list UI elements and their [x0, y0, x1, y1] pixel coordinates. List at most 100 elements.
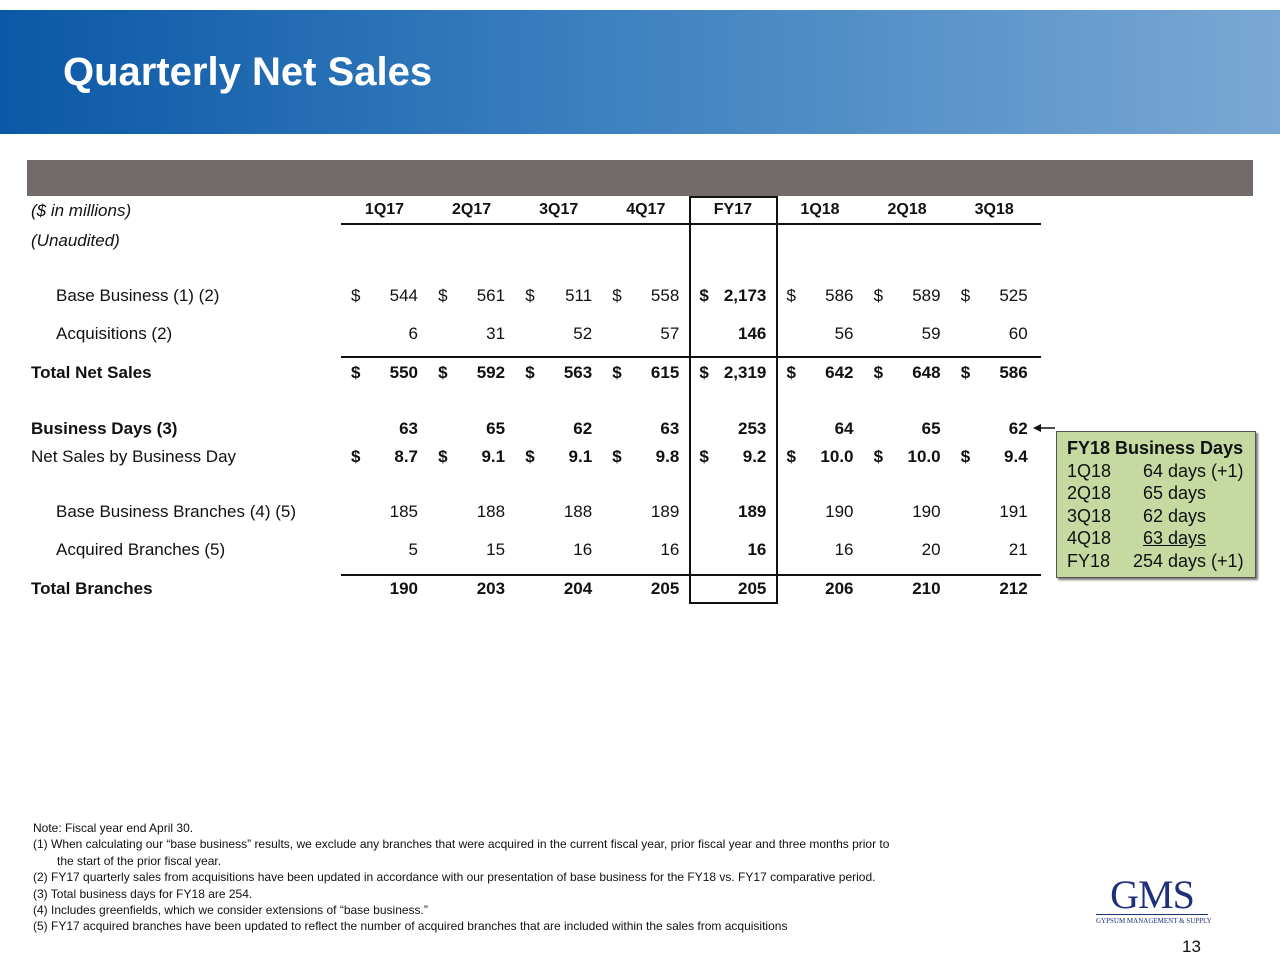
table-cell: 188 — [515, 502, 602, 524]
row-label: Total Net Sales — [31, 363, 152, 382]
days-count: 62 days — [1143, 505, 1207, 526]
cell-value: 9.4 — [1004, 447, 1028, 466]
cell-value: 203 — [476, 579, 506, 598]
column-header-4q17: 4Q17 — [626, 201, 666, 218]
row-label: Base Business (1) (2) — [56, 286, 220, 305]
cell-value: 544 — [389, 286, 418, 305]
days-row: 3Q18 62 days — [1067, 506, 1245, 529]
table-cell: $558 — [602, 286, 689, 308]
table-cell: 253 — [689, 419, 776, 441]
currency-symbol: $ — [960, 363, 971, 382]
table-cell: 191 — [951, 502, 1038, 524]
units-label: ($ in millions) — [31, 201, 132, 220]
table-cell: $525 — [951, 286, 1038, 308]
table-cell: $511 — [515, 286, 602, 308]
table-cell: $642 — [777, 363, 864, 385]
table-cell: 64 — [777, 419, 864, 441]
table-cell: 65 — [428, 419, 515, 441]
footnotes: Note: Fiscal year end April 30. (1) When… — [33, 820, 889, 935]
cell-value: 21 — [1008, 540, 1028, 559]
table-cell: 206 — [777, 579, 864, 601]
table-cell: $592 — [428, 363, 515, 385]
table-cell: 189 — [689, 502, 776, 524]
cell-value: 648 — [912, 363, 941, 382]
title-banner: Quarterly Net Sales — [0, 10, 1280, 134]
table-cell: 203 — [428, 579, 515, 601]
unaudited-row: (Unaudited) — [0, 229, 1280, 253]
logo-tagline: GYPSUM MANAGEMENT & SUPPLY — [1096, 917, 1212, 925]
currency-symbol: $ — [960, 447, 971, 466]
cell-value: 59 — [921, 324, 941, 343]
cell-value: 188 — [563, 502, 593, 521]
table-cell: $561 — [428, 286, 515, 308]
cell-value: 16 — [747, 540, 767, 559]
currency-symbol: $ — [699, 286, 709, 305]
column-header-2q18: 2Q18 — [887, 201, 927, 218]
table-cell: 31 — [428, 324, 515, 346]
cell-value: 558 — [650, 286, 680, 305]
column-header-fy17: FY17 — [713, 201, 753, 218]
cell-value: 63 — [660, 419, 680, 438]
table-cell: 62 — [515, 419, 602, 441]
cell-value: 9.8 — [655, 447, 680, 466]
cell-value: 62 — [1008, 419, 1028, 438]
cell-value: 57 — [660, 324, 680, 343]
days-row: 4Q18 63 days — [1067, 528, 1245, 551]
unaudited-label: (Unaudited) — [31, 231, 120, 250]
table-header-row: ($ in millions) 1Q17 2Q17 3Q17 4Q17 FY17 1Q18… — [0, 199, 1280, 223]
table-row: Acquired Branches (5) 5 15 16 16 16 16 20 21 — [0, 538, 1280, 562]
cell-value: 550 — [389, 363, 418, 382]
column-header-3q17: 3Q17 — [539, 201, 579, 218]
cell-value: 6 — [408, 324, 418, 343]
footnote: (2) FY17 quarterly sales from acquisitio… — [33, 870, 876, 885]
currency-symbol: $ — [438, 286, 448, 305]
cell-value: 189 — [738, 502, 767, 521]
cell-value: 586 — [825, 286, 854, 305]
table-cell: $10.0 — [864, 447, 951, 469]
table-cell: 5 — [341, 540, 428, 562]
days-row: FY18 254 days (+1) — [1067, 551, 1245, 574]
table-cell: $648 — [864, 363, 951, 385]
cell-value: 63 — [399, 419, 418, 438]
currency-symbol: $ — [612, 447, 622, 466]
total-net-sales-rule — [341, 356, 1041, 358]
table-cell: $10.0 — [777, 447, 864, 469]
cell-value: 9.1 — [568, 447, 593, 466]
currency-symbol: $ — [525, 363, 535, 382]
cell-value: 190 — [912, 502, 941, 521]
cell-value: 204 — [563, 579, 593, 598]
table-cell: 146 — [689, 324, 776, 346]
cell-value: 16 — [834, 540, 854, 559]
page-number: 13 — [1182, 937, 1201, 956]
row-label: Business Days (3) — [31, 419, 178, 438]
row-label: Acquisitions (2) — [56, 324, 173, 343]
table-cell: $544 — [341, 286, 428, 308]
footnote: (4) Includes greenfields, which we consi… — [33, 903, 428, 918]
cell-value: 210 — [912, 579, 941, 598]
table-row: Acquisitions (2) 6 31 52 57 146 56 59 60 — [0, 322, 1280, 346]
currency-symbol: $ — [786, 286, 796, 305]
currency-symbol: $ — [786, 447, 796, 466]
table-cell: 205 — [689, 579, 776, 601]
cell-value: 592 — [476, 363, 506, 382]
table-cell: $615 — [602, 363, 689, 385]
cell-value: 185 — [389, 502, 418, 521]
header-underline — [341, 223, 1041, 225]
days-count: 63 days — [1143, 528, 1207, 549]
table-cell: 59 — [864, 324, 951, 346]
cell-value: 2,173 — [723, 286, 767, 305]
cell-value: 212 — [999, 579, 1028, 598]
table-cell: 6 — [341, 324, 428, 346]
table-cell: 16 — [777, 540, 864, 562]
footnote: (3) Total business days for FY18 are 254… — [33, 886, 253, 901]
gms-logo: GMS GYPSUM MANAGEMENT & SUPPLY — [1096, 875, 1212, 925]
table-cell: 56 — [777, 324, 864, 346]
cell-value: 10.0 — [907, 447, 941, 466]
column-header-1q17: 1Q17 — [364, 201, 405, 218]
table-cell: $589 — [864, 286, 951, 308]
table-cell: 63 — [602, 419, 689, 441]
table-cell: 15 — [428, 540, 515, 562]
currency-symbol: $ — [699, 447, 709, 466]
cell-value: 189 — [650, 502, 680, 521]
cell-value: 190 — [389, 579, 418, 598]
